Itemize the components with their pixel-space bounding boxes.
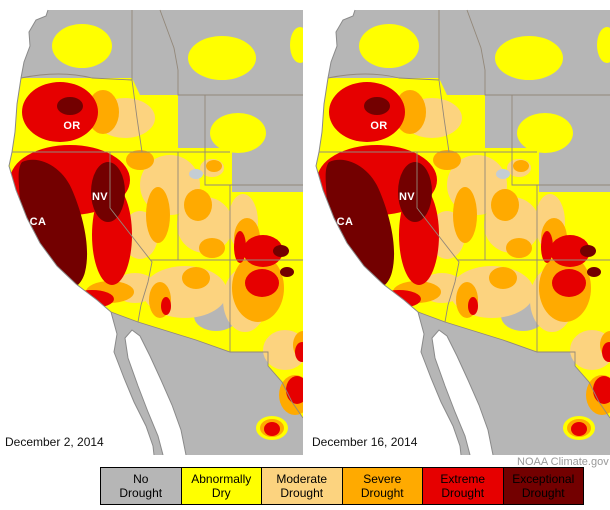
legend-label-line1: Abnormally [191,471,252,486]
state-label-oregon: OR [370,120,388,132]
legend-label-line1: Exceptional [512,471,575,486]
drought-legend: No Drought Abnormally Dry Moderate Droug… [100,467,584,505]
legend-label-line1: Severe [363,471,402,486]
legend-label-line2: Dry [211,486,231,500]
state-label-california: CA [29,216,47,228]
legend-item-exceptional-drought: Exceptional Drought [502,468,583,504]
legend-item-extreme-drought: Extreme Drought [422,468,503,504]
state-label-oregon: OR [63,120,81,132]
footer-area: NOAA Climate.gov Data: NDMC No Drought A… [0,455,610,510]
map-date-label: December 2, 2014 [5,435,104,449]
legend-item-severe-drought: Severe Drought [341,468,422,504]
legend-label-line2: Drought [521,486,565,500]
state-label-california: CA [336,216,354,228]
legend-item-moderate-drought: Moderate Drought [261,468,342,504]
legend-item-abnormally-dry: Abnormally Dry [180,468,261,504]
attribution-source: NOAA Climate.gov [517,456,609,468]
legend-label-line1: No [133,471,149,486]
map-panel-december-2: OR NV CA December 2, 2014 [0,0,303,455]
legend-label-line2: Drought [360,486,404,500]
map-date-label: December 16, 2014 [312,435,418,449]
legend-item-no-drought: No Drought [101,468,181,504]
legend-label-line2: Drought [441,486,485,500]
legend-label-line2: Drought [280,486,324,500]
legend-label-line1: Extreme [440,471,486,486]
state-label-nevada: NV [398,191,416,203]
legend-label-line1: Moderate [276,471,328,486]
legend-label-line2: Drought [119,486,163,500]
state-label-nevada: NV [91,191,109,203]
map-panel-december-16: OR NV CA December 16, 2014 [307,0,610,455]
map-comparison-row: OR NV CA December 2, 2014 OR NV CA Decem… [0,0,610,455]
